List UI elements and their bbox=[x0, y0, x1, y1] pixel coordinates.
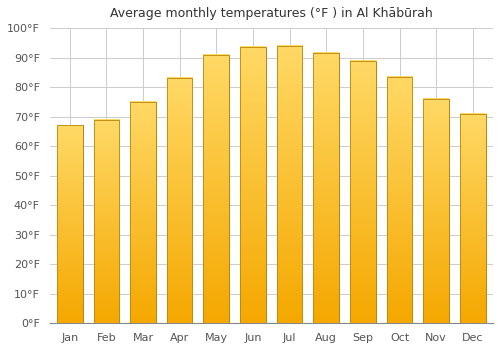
Bar bbox=[94, 120, 119, 323]
Bar bbox=[240, 47, 266, 323]
Bar bbox=[277, 46, 302, 323]
Bar bbox=[350, 61, 376, 323]
Bar bbox=[130, 102, 156, 323]
Bar bbox=[460, 114, 485, 323]
Bar bbox=[424, 99, 449, 323]
Title: Average monthly temperatures (°F ) in Al Khābūrah: Average monthly temperatures (°F ) in Al… bbox=[110, 7, 432, 20]
Bar bbox=[167, 78, 192, 323]
Bar bbox=[387, 77, 412, 323]
Bar bbox=[204, 55, 229, 323]
Bar bbox=[314, 53, 339, 323]
Bar bbox=[57, 126, 82, 323]
